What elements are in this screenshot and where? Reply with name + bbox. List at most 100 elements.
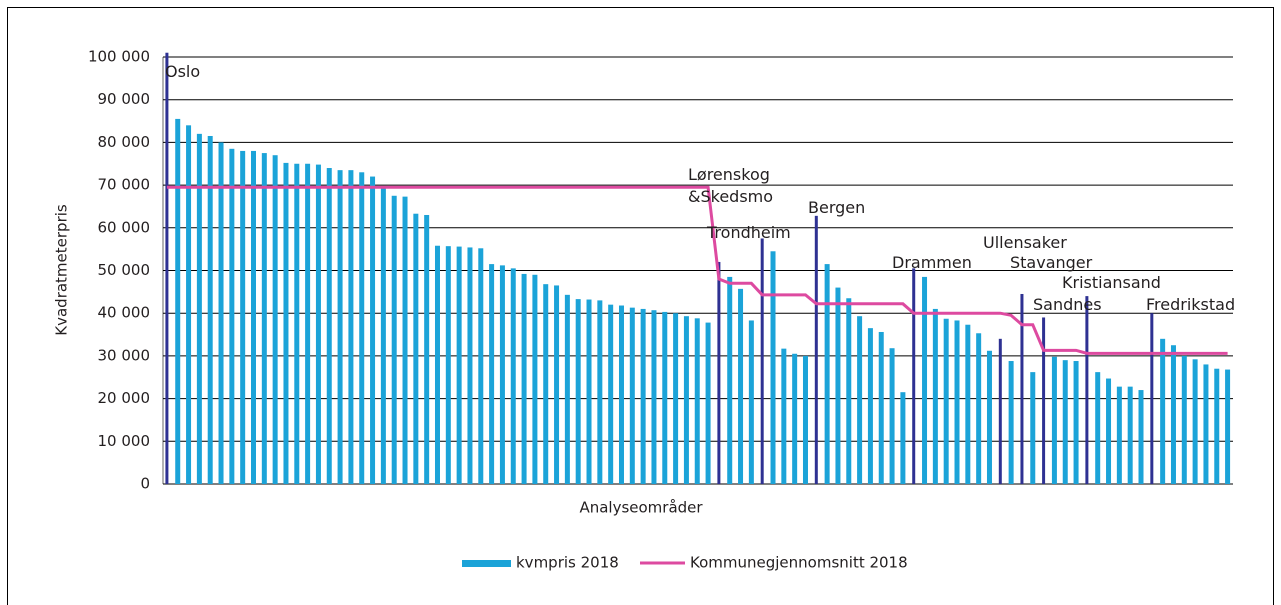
bar	[521, 273, 527, 484]
bar	[1106, 378, 1112, 484]
bar	[250, 150, 256, 484]
y-tick-label: 0	[140, 475, 150, 493]
bar	[326, 168, 332, 484]
bar	[586, 299, 592, 484]
bar	[1116, 386, 1122, 484]
bar	[1192, 359, 1198, 484]
category-label: Ullensaker	[983, 233, 1067, 252]
y-tick-label: 20 000	[98, 389, 151, 407]
bar	[1008, 361, 1014, 484]
bar	[1085, 296, 1089, 484]
category-label: Drammen	[892, 253, 972, 272]
bar	[986, 350, 992, 484]
bar	[402, 196, 408, 484]
bar	[1020, 293, 1024, 484]
bar	[229, 148, 235, 484]
category-label: Kristiansand	[1062, 273, 1161, 292]
bar	[705, 322, 711, 484]
bar	[618, 305, 624, 484]
bar	[445, 246, 451, 484]
bar	[770, 251, 776, 484]
bar	[792, 353, 798, 484]
category-label: Lørenskog &Skedsmo	[688, 165, 774, 206]
legend-swatch	[462, 560, 511, 567]
bar	[835, 287, 841, 484]
bar	[424, 214, 430, 485]
bar	[478, 248, 484, 484]
legend-label: kvmpris 2018	[516, 554, 619, 572]
frame	[7, 7, 1274, 605]
bar	[218, 142, 224, 484]
bar	[954, 320, 960, 484]
bar	[597, 300, 603, 484]
bar	[760, 238, 764, 484]
bar	[575, 299, 581, 484]
bar	[608, 304, 614, 484]
x-axis-title: Analyseområder	[579, 499, 703, 517]
bar	[932, 308, 938, 484]
bar	[1181, 355, 1187, 484]
category-label: Fredrikstad	[1146, 295, 1236, 314]
bar	[651, 310, 657, 484]
bar	[434, 245, 440, 484]
bar	[1095, 372, 1101, 484]
bar	[240, 150, 246, 484]
bar	[489, 264, 495, 484]
bar	[337, 170, 343, 484]
bar	[738, 288, 744, 484]
bar	[1150, 313, 1154, 484]
bar	[1170, 345, 1176, 484]
category-label: Trondheim	[707, 223, 791, 242]
bar	[305, 163, 311, 484]
bar	[922, 276, 928, 484]
bar	[629, 307, 635, 484]
bar	[1127, 386, 1133, 484]
bar	[662, 311, 668, 484]
y-tick-label: 100 000	[88, 48, 150, 66]
line	[166, 185, 1228, 355]
bar	[802, 355, 808, 484]
bar	[467, 247, 473, 484]
category-label: Sandnes	[1033, 295, 1102, 314]
bar	[846, 298, 852, 484]
bar	[272, 155, 278, 484]
bar	[370, 176, 376, 484]
bar	[1051, 356, 1057, 484]
bar	[867, 328, 873, 484]
bar	[727, 276, 733, 484]
bar	[532, 274, 538, 484]
bar	[186, 125, 192, 484]
y-tick-label: 90 000	[98, 90, 151, 108]
bar	[717, 261, 721, 484]
bar	[456, 246, 462, 484]
bar	[1225, 369, 1231, 484]
y-tick-label: 40 000	[98, 304, 151, 322]
bar	[943, 318, 949, 484]
bar	[878, 331, 884, 484]
y-tick-label: 70 000	[98, 176, 151, 194]
y-tick-label: 30 000	[98, 346, 151, 364]
bar	[1062, 360, 1068, 484]
bar	[857, 316, 863, 484]
bar	[207, 135, 213, 484]
bar	[543, 284, 549, 484]
bar	[165, 52, 169, 484]
bar	[1138, 390, 1144, 484]
bar	[554, 285, 560, 484]
category-label: Stavanger	[1010, 253, 1093, 272]
bar	[499, 265, 505, 484]
bar	[683, 316, 689, 484]
legend-label: Kommunegjennomsnitt 2018	[690, 554, 908, 572]
bar	[283, 162, 289, 484]
bar	[413, 213, 419, 485]
bar	[998, 338, 1002, 484]
bar	[1214, 368, 1220, 484]
category-label: Bergen	[808, 198, 866, 217]
bar	[315, 164, 321, 484]
bar	[694, 318, 700, 484]
bar	[900, 392, 906, 484]
bar	[261, 153, 267, 484]
y-axis-title: Kvadratmeterpris	[53, 204, 71, 336]
